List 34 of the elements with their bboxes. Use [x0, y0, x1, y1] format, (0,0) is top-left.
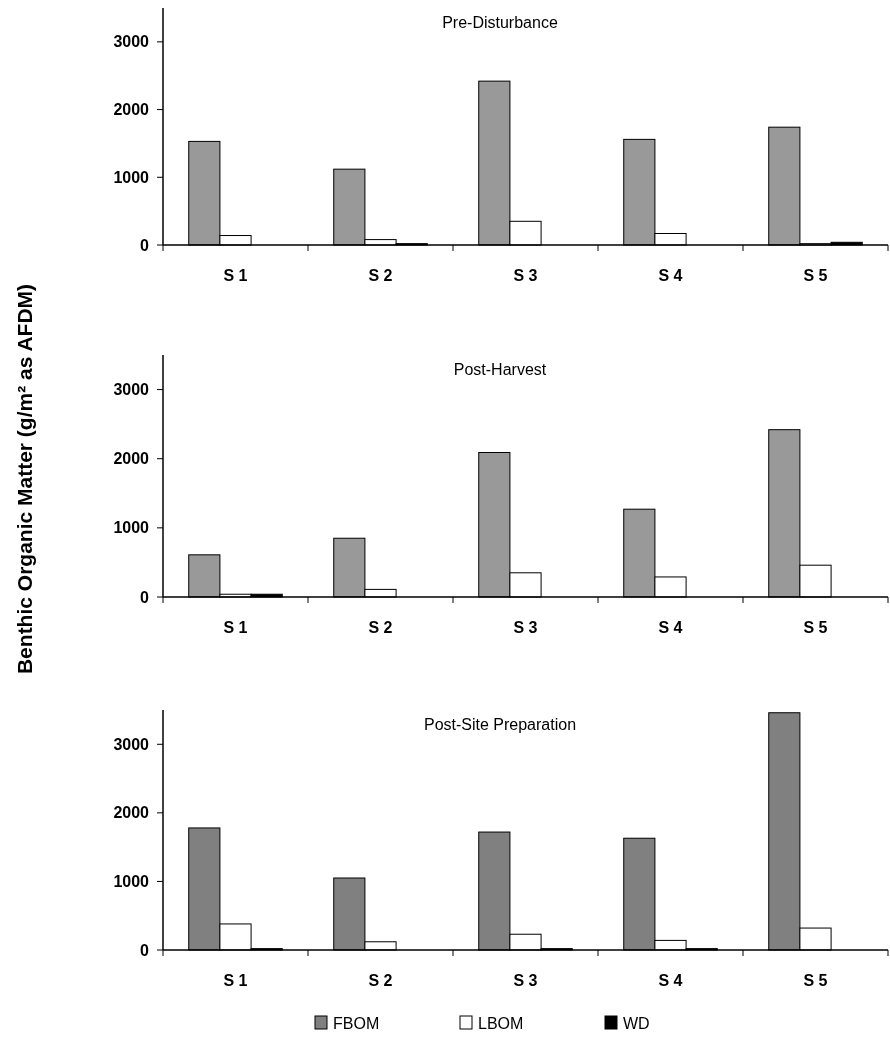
y-tick-label: 0 [140, 588, 150, 606]
y-tick-label: 0 [140, 941, 150, 959]
x-tick-label: S 5 [803, 619, 828, 636]
x-tick-label: S 4 [658, 267, 683, 284]
legend-label: FBOM [333, 1014, 380, 1032]
x-tick-label: S 1 [223, 619, 248, 636]
y-tick-label: 2000 [113, 804, 150, 822]
chart-title: Post-Harvest [453, 361, 547, 378]
x-tick-label: S 2 [368, 267, 393, 284]
y-tick-label: 1000 [113, 873, 150, 891]
x-tick-label: S 4 [658, 972, 683, 989]
y-tick-label: 1000 [113, 519, 150, 537]
x-tick-label: S 2 [368, 619, 393, 636]
x-tick-label: S 3 [513, 267, 538, 284]
y-tick-label: 0 [140, 236, 150, 254]
chart-title: Post-Site Preparation [423, 716, 577, 733]
x-tick-label: S 3 [513, 972, 538, 989]
y-axis-title: Benthic Organic Matter (g/m² as AFDM) [13, 283, 36, 675]
x-tick-label: S 1 [223, 267, 248, 284]
y-tick-label: 2000 [113, 101, 150, 119]
y-tick-label: 2000 [113, 450, 150, 468]
y-tick-label: 1000 [113, 168, 150, 186]
legend-label: WD [623, 1014, 650, 1032]
x-tick-label: S 2 [368, 972, 393, 989]
x-tick-label: S 5 [803, 972, 828, 989]
y-tick-label: 3000 [113, 381, 150, 399]
chart-title: Pre-Disturbance [442, 14, 558, 31]
y-tick-label: 3000 [113, 735, 150, 753]
x-tick-label: S 1 [223, 972, 248, 989]
x-tick-label: S 5 [803, 267, 828, 284]
y-tick-label: 3000 [113, 33, 150, 51]
x-tick-label: S 3 [513, 619, 538, 636]
x-tick-label: S 4 [658, 619, 683, 636]
legend-label: LBOM [478, 1014, 524, 1032]
